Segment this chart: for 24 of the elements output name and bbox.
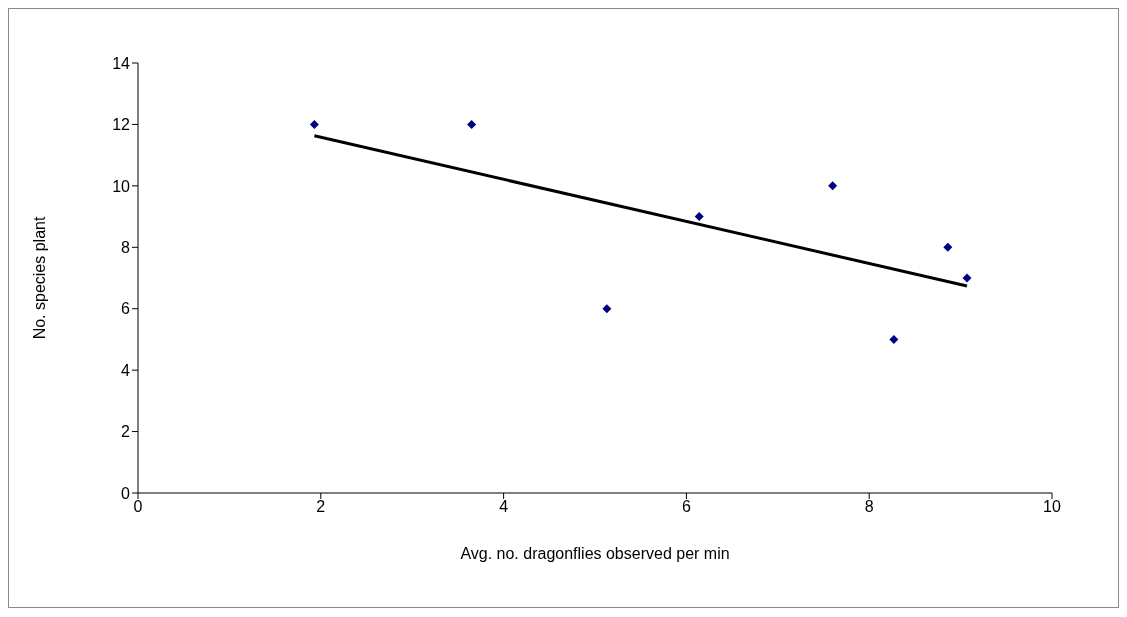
- y-tick-label: 12: [112, 116, 131, 134]
- x-tick-label: 10: [1043, 498, 1061, 516]
- y-tick-label: 8: [121, 238, 131, 256]
- point: [602, 304, 612, 314]
- point: [694, 212, 704, 222]
- point: [309, 119, 319, 129]
- x-axis-title: Avg. no. dragonflies observed per min: [460, 545, 730, 562]
- point: [467, 119, 477, 129]
- x-tick-label: 8: [864, 498, 874, 516]
- x-tick-label: 4: [499, 498, 509, 516]
- y-axis-title: No. species plant: [30, 216, 48, 340]
- x-tick-label: 6: [681, 498, 691, 516]
- y-tick-label: 14: [112, 54, 131, 72]
- y-tick-label: 6: [121, 300, 131, 318]
- y-tick-label: 2: [121, 423, 131, 441]
- x-tick-label: 2: [316, 498, 326, 516]
- y-tick-label: 4: [121, 361, 131, 379]
- point: [943, 242, 953, 252]
- y-tick-label: 0: [121, 484, 131, 502]
- point: [889, 334, 899, 344]
- x-tick-label: 0: [133, 498, 143, 516]
- y-tick-label: 10: [112, 177, 131, 195]
- point: [828, 181, 838, 191]
- point: [962, 273, 972, 283]
